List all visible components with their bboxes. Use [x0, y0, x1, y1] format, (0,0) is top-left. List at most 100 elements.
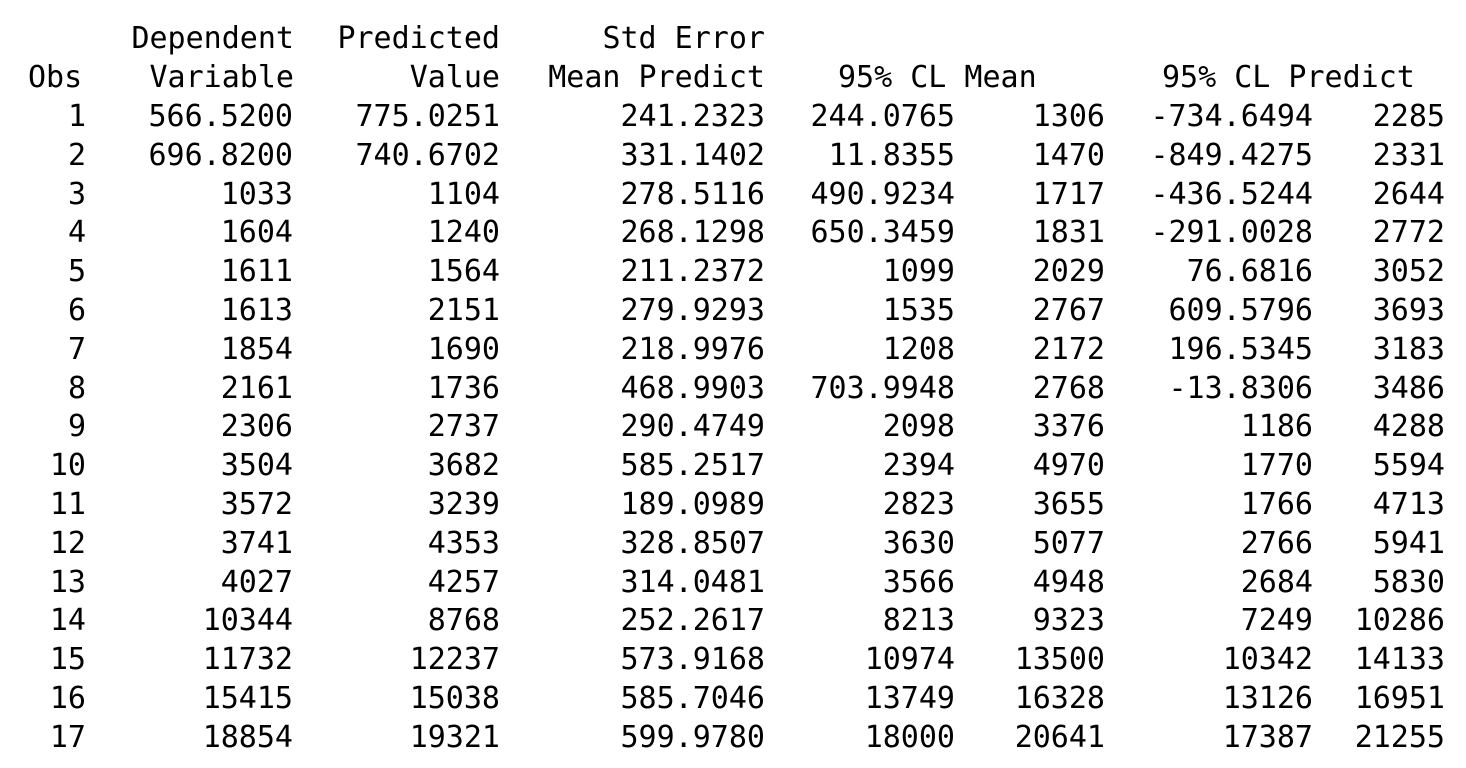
cell-dependent-variable: 15415: [202, 681, 293, 716]
cell-dependent-variable: 1604: [220, 215, 293, 251]
cell-std-error-mean-predict: 278.5116: [620, 176, 766, 212]
cell-cl-predict-upper: 3183: [1372, 331, 1445, 367]
cell-cl-mean-lower: 1535: [882, 293, 955, 328]
cell-predicted-value: 2151: [427, 293, 500, 328]
cell-cl-predict-upper: 16951: [1354, 681, 1445, 716]
cell-cl-mean-lower: 2394: [882, 448, 955, 484]
cell-cl-predict-lower: -849.4275: [1150, 137, 1313, 173]
cell-cl-predict-lower: 609.5796: [1168, 293, 1314, 328]
header-variable: Variable: [149, 60, 295, 95]
cell-cl-predict-upper: 3693: [1372, 293, 1445, 328]
cell-std-error-mean-predict: 331.1402: [620, 137, 766, 173]
cell-predicted-value: 4353: [427, 525, 500, 561]
cell-dependent-variable: 1854: [220, 331, 293, 367]
cell-cl-mean-lower: 490.9234: [810, 176, 956, 212]
cell-cl-predict-lower: 17387: [1222, 719, 1313, 755]
header-cl-predict: 95% CL Predict: [1162, 60, 1415, 95]
cell-cl-predict-upper: 5594: [1372, 448, 1445, 484]
cell-cl-mean-lower: 244.0765: [810, 99, 956, 134]
cell-cl-predict-upper: 2644: [1372, 176, 1445, 212]
cell-dependent-variable: 1613: [220, 293, 293, 328]
cell-dependent-variable: 3572: [220, 487, 293, 522]
cell-std-error-mean-predict: 189.0989: [620, 487, 766, 522]
cell-cl-mean-upper: 16328: [1014, 681, 1105, 716]
cell-predicted-value: 15038: [409, 681, 500, 716]
cell-std-error-mean-predict: 241.2323: [620, 99, 766, 134]
cell-cl-mean-upper: 2029: [1032, 254, 1105, 290]
cell-cl-mean-upper: 3376: [1032, 409, 1105, 445]
cell-obs: 10: [49, 448, 86, 484]
cell-cl-predict-upper: 2285: [1372, 99, 1445, 134]
cell-cl-mean-lower: 18000: [864, 719, 955, 755]
cell-cl-mean-upper: 1306: [1032, 99, 1105, 134]
cell-predicted-value: 8768: [427, 603, 500, 639]
cell-cl-mean-lower: 1208: [882, 331, 955, 367]
cell-std-error-mean-predict: 218.9976: [620, 331, 766, 367]
cell-std-error-mean-predict: 328.8507: [620, 525, 766, 561]
cell-cl-mean-lower: 650.3459: [810, 215, 956, 251]
header-std-error: Std Error: [602, 21, 765, 56]
header-dependent: Dependent: [131, 21, 294, 56]
cell-obs: 5: [67, 254, 86, 290]
cell-cl-mean-upper: 20641: [1014, 719, 1105, 755]
cell-cl-predict-lower: 2684: [1240, 564, 1313, 600]
cell-dependent-variable: 10344: [202, 603, 293, 639]
cell-cl-mean-lower: 1099: [882, 254, 955, 290]
cell-dependent-variable: 1611: [220, 254, 293, 290]
cell-cl-predict-lower: 196.5345: [1168, 331, 1314, 367]
cell-obs: 14: [49, 603, 86, 639]
cell-cl-mean-lower: 11.8355: [828, 137, 955, 173]
cell-obs: 1: [67, 99, 86, 134]
cell-predicted-value: 19321: [409, 719, 500, 755]
cell-dependent-variable: 3504: [220, 448, 293, 484]
cell-predicted-value: 1690: [427, 331, 500, 367]
header-predicted: Predicted: [337, 21, 500, 56]
cell-cl-mean-upper: 2767: [1032, 293, 1105, 328]
cell-obs: 12: [49, 525, 86, 561]
cell-cl-mean-upper: 2768: [1032, 370, 1105, 406]
cell-cl-predict-upper: 5830: [1372, 564, 1445, 600]
cell-cl-predict-upper: 3052: [1372, 254, 1445, 290]
cell-std-error-mean-predict: 211.2372: [620, 254, 766, 290]
header-obs: Obs: [28, 60, 83, 95]
cell-dependent-variable: 2306: [220, 409, 293, 445]
cell-cl-predict-upper: 4713: [1372, 487, 1445, 522]
cell-cl-mean-upper: 4948: [1032, 564, 1105, 600]
cell-obs: 3: [67, 176, 86, 212]
cell-predicted-value: 3682: [427, 448, 500, 484]
header-value: Value: [409, 60, 500, 95]
cell-predicted-value: 740.6702: [355, 137, 501, 173]
cell-cl-mean-lower: 8213: [882, 603, 955, 639]
cell-cl-predict-upper: 14133: [1354, 642, 1445, 678]
cell-cl-mean-upper: 9323: [1032, 603, 1105, 639]
cell-cl-mean-upper: 3655: [1032, 487, 1105, 522]
cell-cl-predict-lower: -13.8306: [1168, 370, 1314, 406]
cell-cl-predict-lower: -291.0028: [1150, 215, 1313, 251]
header-mean-predict: Mean Predict: [548, 60, 765, 95]
cell-std-error-mean-predict: 268.1298: [620, 215, 766, 251]
cell-predicted-value: 1564: [427, 254, 500, 290]
cell-cl-mean-lower: 2823: [882, 487, 955, 522]
cell-cl-predict-upper: 2772: [1372, 215, 1445, 251]
cell-cl-mean-upper: 1831: [1032, 215, 1105, 251]
cell-cl-mean-lower: 3566: [882, 564, 955, 600]
cell-cl-predict-upper: 21255: [1354, 719, 1445, 755]
cell-cl-mean-lower: 10974: [864, 642, 955, 678]
cell-obs: 17: [49, 719, 86, 755]
cell-cl-mean-upper: 1717: [1032, 176, 1105, 212]
cell-std-error-mean-predict: 468.9903: [620, 370, 766, 406]
cell-predicted-value: 12237: [409, 642, 500, 678]
cell-std-error-mean-predict: 290.4749: [620, 409, 766, 445]
cell-cl-predict-lower: 7249: [1240, 603, 1313, 639]
cell-cl-predict-lower: 76.6816: [1186, 254, 1313, 290]
cell-dependent-variable: 4027: [220, 564, 293, 600]
cell-obs: 7: [67, 331, 86, 367]
cell-dependent-variable: 3741: [220, 525, 293, 561]
cell-cl-predict-upper: 2331: [1372, 137, 1445, 173]
cell-predicted-value: 2737: [427, 409, 500, 445]
cell-cl-predict-lower: -734.6494: [1150, 99, 1313, 134]
cell-dependent-variable: 18854: [202, 719, 293, 755]
cell-cl-mean-upper: 5077: [1032, 525, 1105, 561]
cell-dependent-variable: 2161: [220, 370, 293, 406]
cell-obs: 9: [67, 409, 86, 445]
